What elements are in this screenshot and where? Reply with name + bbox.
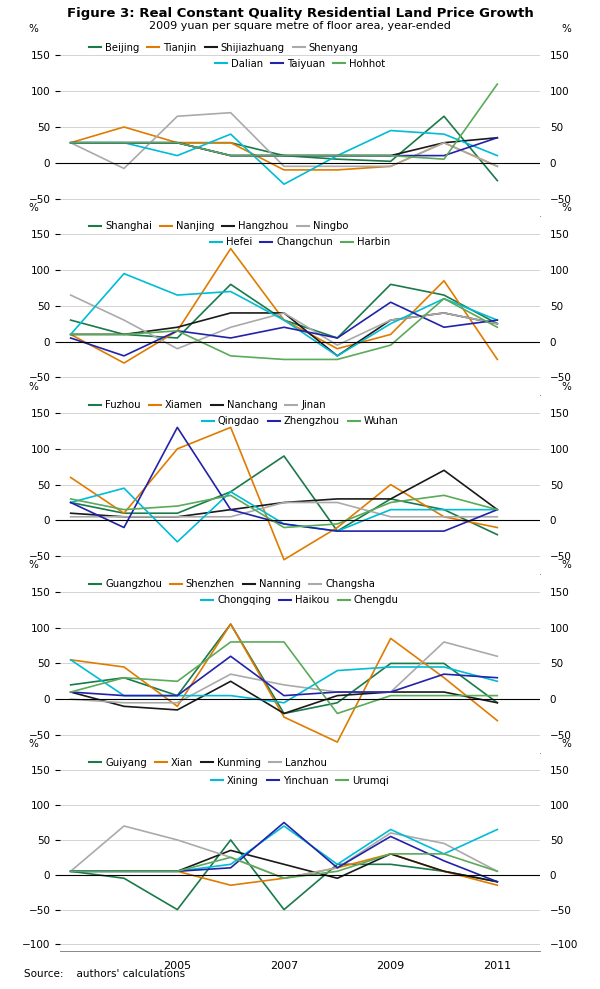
Text: Source:    authors' calculations: Source: authors' calculations bbox=[24, 969, 185, 979]
Text: Figure 3: Real Constant Quality Residential Land Price Growth: Figure 3: Real Constant Quality Resident… bbox=[67, 7, 533, 20]
Text: %: % bbox=[29, 382, 38, 392]
Legend: Xining, Yinchuan, Urumqi: Xining, Yinchuan, Urumqi bbox=[211, 775, 389, 785]
Text: %: % bbox=[29, 203, 38, 213]
Text: %: % bbox=[29, 24, 38, 34]
Text: 2009 yuan per square metre of floor area, year-ended: 2009 yuan per square metre of floor area… bbox=[149, 21, 451, 31]
Legend: Dalian, Taiyuan, Hohhot: Dalian, Taiyuan, Hohhot bbox=[215, 58, 385, 68]
Text: %: % bbox=[562, 203, 571, 213]
Legend: Chongqing, Haikou, Chengdu: Chongqing, Haikou, Chengdu bbox=[202, 595, 398, 605]
Text: %: % bbox=[29, 561, 38, 571]
Text: %: % bbox=[562, 561, 571, 571]
Text: %: % bbox=[29, 739, 38, 749]
Legend: Qingdao, Zhengzhou, Wuhan: Qingdao, Zhengzhou, Wuhan bbox=[202, 416, 398, 426]
Legend: Hefei, Changchun, Harbin: Hefei, Changchun, Harbin bbox=[210, 237, 390, 247]
Text: %: % bbox=[562, 24, 571, 34]
Text: %: % bbox=[562, 739, 571, 749]
Text: %: % bbox=[562, 382, 571, 392]
